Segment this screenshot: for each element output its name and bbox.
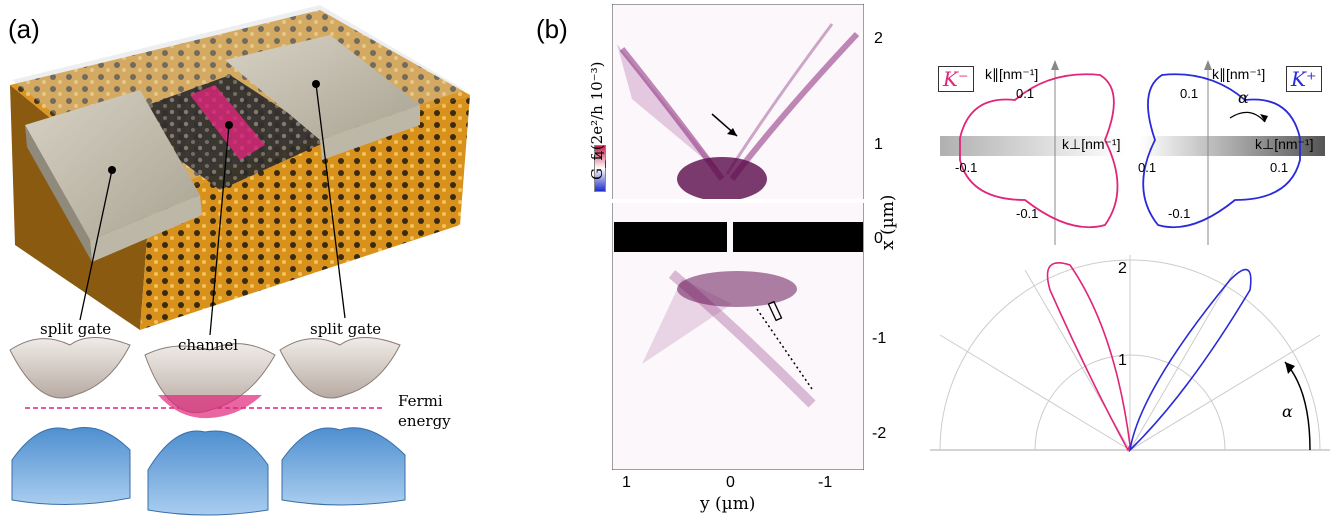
channel-pocket (158, 395, 262, 419)
x-tick-m1: -1 (872, 330, 887, 347)
colorbar (594, 145, 606, 192)
x-tick-2: 2 (874, 30, 883, 47)
x-tick-m2: -2 (872, 425, 887, 442)
k-minus-tick-bottom: -0.1 (1016, 206, 1039, 221)
fermi-contours (940, 60, 1325, 245)
k-plus-tick-left: 0.1 (1138, 160, 1157, 175)
k-minus-label: K⁻ (938, 66, 974, 92)
fermi-label-line1: Fermi (398, 392, 443, 410)
gate-bar-left (614, 222, 727, 252)
colorbar-label: G_f (2e²/h 10⁻³) (588, 61, 606, 180)
lower-band-right (281, 427, 406, 506)
k-minus-tick-top: 0.1 (1016, 86, 1035, 101)
split-gate-right-block (225, 35, 420, 140)
k-minus-kperp-label: k⊥[nm⁻¹] (1062, 136, 1121, 152)
k-plus-label: K⁺ (1286, 66, 1322, 92)
y-axis-label: y (µm) (700, 494, 756, 514)
upper-band-right (279, 337, 401, 399)
k-minus-contour (959, 73, 1119, 229)
panel-a-label: (a) (8, 14, 40, 44)
channel-label: channel (178, 336, 238, 354)
k-plus-tick-right: 0.1 (1270, 160, 1289, 175)
k-plus-tick-top: 0.1 (1180, 86, 1199, 101)
k-plus-kperp-label: k⊥[nm⁻¹] (1255, 136, 1314, 152)
k-minus-tick-left: -0.1 (955, 160, 978, 175)
fermi-label-line2: energy (398, 412, 451, 430)
lower-band-center (147, 430, 269, 516)
k-plus-tick-bottom: -0.1 (1168, 206, 1191, 221)
lower-band-left (11, 427, 131, 506)
polar-k-plus-lobe (1128, 268, 1252, 453)
x-axis-label: x (µm) (878, 194, 898, 250)
gate-bar-right (733, 222, 863, 252)
panel-b-label: (b) (536, 14, 568, 44)
upper-band-left (9, 337, 131, 399)
substrate-side-right (140, 95, 470, 330)
polar-tick-2: 2 (1118, 260, 1127, 277)
split-gate-left-block (25, 90, 200, 240)
x-tick-0: 0 (874, 230, 883, 247)
colorbar-tick-top: 4 (592, 150, 608, 159)
k-plus-contour (1142, 73, 1301, 229)
conductance-map (612, 4, 864, 470)
y-tick-m1: -1 (818, 474, 833, 491)
polar-k-minus-lobe (1046, 262, 1131, 452)
split-gate-right-label: split gate (310, 320, 382, 338)
x-tick-1: 1 (874, 136, 883, 153)
k-plus-alpha-label: α (1238, 88, 1249, 107)
polar-tick-1: 1 (1118, 352, 1127, 369)
device-3d-illustration (9, 5, 470, 516)
polar-alpha-label: α (1282, 402, 1293, 421)
y-tick-1: 1 (622, 474, 631, 491)
y-tick-0: 0 (726, 474, 735, 491)
split-gate-left-label: split gate (40, 320, 112, 338)
k-minus-kpar-label: k∥[nm⁻¹] (985, 66, 1039, 82)
k-plus-kpar-label: k∥[nm⁻¹] (1212, 66, 1266, 82)
polar-plot (930, 255, 1330, 453)
